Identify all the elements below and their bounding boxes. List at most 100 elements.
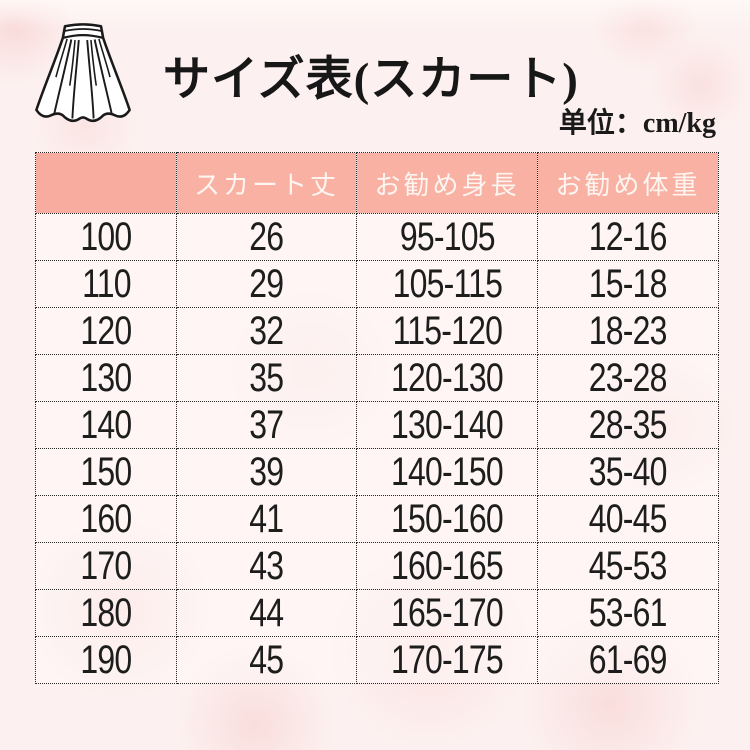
cell-recommended-weight: 61-69 bbox=[537, 636, 719, 684]
cell-size: 190 bbox=[35, 636, 177, 684]
size-value: 170 bbox=[80, 544, 133, 588]
size-value: 160 bbox=[80, 497, 133, 541]
cell-skirt-length: 29 bbox=[176, 260, 357, 308]
table-row: 120 32 115-120 18-23 bbox=[35, 307, 719, 355]
skirt-length-value: 26 bbox=[249, 215, 285, 259]
header-cell-recommended-weight: お勧め体重 bbox=[537, 152, 719, 214]
skirt-length-value: 32 bbox=[249, 309, 285, 353]
skirt-length-value: 43 bbox=[249, 544, 285, 588]
cell-recommended-height: 160-165 bbox=[356, 542, 538, 590]
cell-recommended-weight: 18-23 bbox=[537, 307, 719, 355]
cell-skirt-length: 43 bbox=[176, 542, 357, 590]
cell-size: 110 bbox=[35, 260, 177, 308]
skirt-length-value: 39 bbox=[249, 450, 285, 494]
cell-recommended-height: 95-105 bbox=[356, 213, 538, 261]
cell-size: 170 bbox=[35, 542, 177, 590]
cell-recommended-height: 165-170 bbox=[356, 589, 538, 637]
table-row: 170 43 160-165 45-53 bbox=[35, 542, 719, 590]
weight-range-value: 61-69 bbox=[589, 638, 668, 682]
skirt-length-value: 45 bbox=[249, 638, 285, 682]
height-range-value: 160-165 bbox=[391, 544, 504, 588]
cell-recommended-weight: 23-28 bbox=[537, 354, 719, 402]
size-table: スカート丈 お勧め身長 お勧め体重 100 26 95-105 12-16 11… bbox=[35, 152, 719, 684]
weight-range-value: 18-23 bbox=[589, 309, 668, 353]
cell-size: 160 bbox=[35, 495, 177, 543]
cell-skirt-length: 39 bbox=[176, 448, 357, 496]
skirt-length-value: 41 bbox=[249, 497, 285, 541]
header-cell-size bbox=[35, 152, 177, 214]
cell-recommended-height: 140-150 bbox=[356, 448, 538, 496]
cell-recommended-weight: 53-61 bbox=[537, 589, 719, 637]
cell-size: 130 bbox=[35, 354, 177, 402]
cell-recommended-height: 105-115 bbox=[356, 260, 538, 308]
table-row: 160 41 150-160 40-45 bbox=[35, 495, 719, 543]
cell-size: 140 bbox=[35, 401, 177, 449]
table-row: 190 45 170-175 61-69 bbox=[35, 636, 719, 684]
cell-skirt-length: 26 bbox=[176, 213, 357, 261]
cell-skirt-length: 37 bbox=[176, 401, 357, 449]
cell-recommended-height: 130-140 bbox=[356, 401, 538, 449]
table-header-row: スカート丈 お勧め身長 お勧め体重 bbox=[35, 152, 719, 214]
skirt-length-value: 37 bbox=[249, 403, 285, 447]
table-row: 150 39 140-150 35-40 bbox=[35, 448, 719, 496]
table-row: 180 44 165-170 53-61 bbox=[35, 589, 719, 637]
cell-skirt-length: 35 bbox=[176, 354, 357, 402]
weight-range-value: 23-28 bbox=[589, 356, 668, 400]
cell-skirt-length: 45 bbox=[176, 636, 357, 684]
cell-recommended-height: 150-160 bbox=[356, 495, 538, 543]
size-value: 180 bbox=[80, 591, 133, 635]
weight-range-value: 28-35 bbox=[589, 403, 668, 447]
weight-range-value: 35-40 bbox=[589, 450, 668, 494]
cell-size: 150 bbox=[35, 448, 177, 496]
cell-recommended-weight: 35-40 bbox=[537, 448, 719, 496]
size-value: 140 bbox=[80, 403, 133, 447]
cell-recommended-weight: 12-16 bbox=[537, 213, 719, 261]
cell-recommended-weight: 15-18 bbox=[537, 260, 719, 308]
cell-recommended-height: 170-175 bbox=[356, 636, 538, 684]
cell-recommended-weight: 45-53 bbox=[537, 542, 719, 590]
table-row: 140 37 130-140 28-35 bbox=[35, 401, 719, 449]
height-range-value: 95-105 bbox=[399, 215, 496, 259]
skirt-length-value: 35 bbox=[249, 356, 285, 400]
header-cell-skirt-length: スカート丈 bbox=[176, 152, 357, 214]
skirt-length-value: 44 bbox=[249, 591, 285, 635]
height-range-value: 120-130 bbox=[391, 356, 504, 400]
cell-recommended-weight: 40-45 bbox=[537, 495, 719, 543]
weight-range-value: 45-53 bbox=[589, 544, 668, 588]
table-row: 110 29 105-115 15-18 bbox=[35, 260, 719, 308]
skirt-icon bbox=[30, 14, 136, 136]
unit-label: 单位：cm/kg bbox=[558, 108, 716, 139]
weight-range-value: 53-61 bbox=[589, 591, 668, 635]
cell-recommended-weight: 28-35 bbox=[537, 401, 719, 449]
skirt-length-value: 29 bbox=[249, 262, 285, 306]
cell-skirt-length: 41 bbox=[176, 495, 357, 543]
cell-skirt-length: 44 bbox=[176, 589, 357, 637]
cell-size: 100 bbox=[35, 213, 177, 261]
cell-recommended-height: 120-130 bbox=[356, 354, 538, 402]
height-range-value: 140-150 bbox=[391, 450, 504, 494]
size-value: 150 bbox=[80, 450, 133, 494]
cell-size: 120 bbox=[35, 307, 177, 355]
weight-range-value: 40-45 bbox=[589, 497, 668, 541]
height-range-value: 150-160 bbox=[391, 497, 504, 541]
table-row: 130 35 120-130 23-28 bbox=[35, 354, 719, 402]
cell-skirt-length: 32 bbox=[176, 307, 357, 355]
weight-range-value: 15-18 bbox=[589, 262, 668, 306]
header-cell-recommended-height: お勧め身長 bbox=[356, 152, 538, 214]
height-range-value: 115-120 bbox=[392, 309, 502, 353]
size-value: 100 bbox=[80, 215, 133, 259]
page-title: サイズ表(スカート) bbox=[163, 54, 579, 106]
size-value: 120 bbox=[80, 309, 133, 353]
cell-size: 180 bbox=[35, 589, 177, 637]
height-range-value: 105-115 bbox=[392, 262, 502, 306]
height-range-value: 165-170 bbox=[391, 591, 504, 635]
size-value: 110 bbox=[81, 262, 131, 306]
cell-recommended-height: 115-120 bbox=[356, 307, 538, 355]
height-range-value: 170-175 bbox=[391, 638, 504, 682]
table-row: 100 26 95-105 12-16 bbox=[35, 213, 719, 261]
height-range-value: 130-140 bbox=[391, 403, 504, 447]
size-value: 190 bbox=[80, 638, 133, 682]
size-value: 130 bbox=[80, 356, 133, 400]
weight-range-value: 12-16 bbox=[589, 215, 668, 259]
